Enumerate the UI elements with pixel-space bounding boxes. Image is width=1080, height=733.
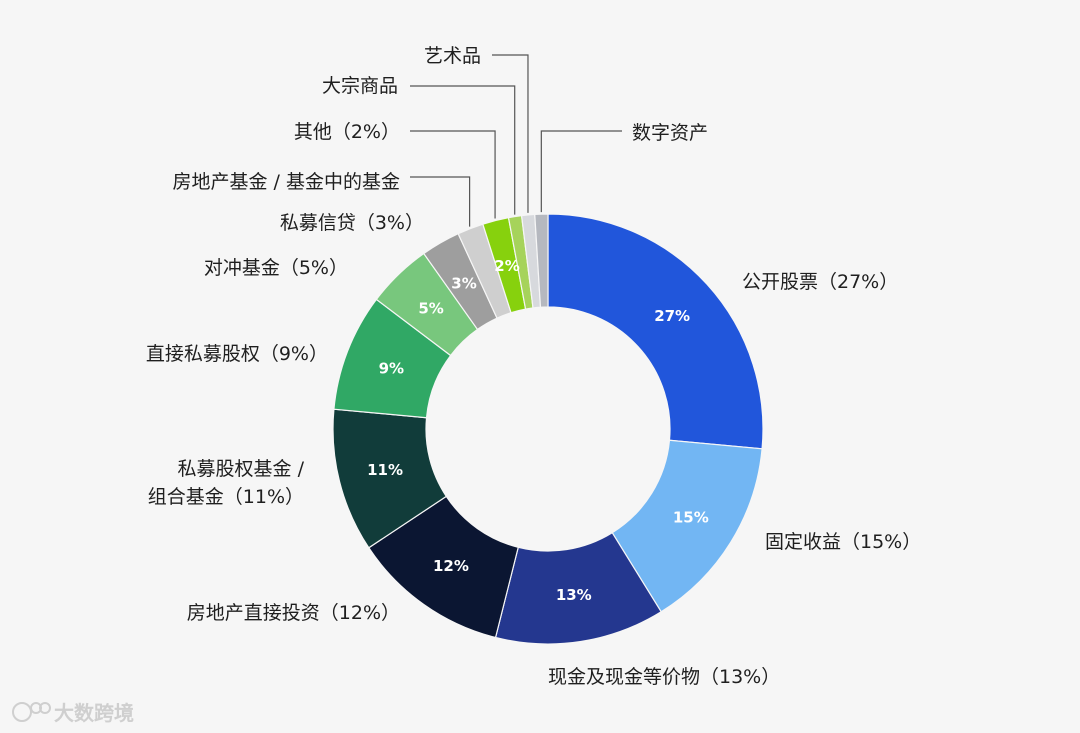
slice-category-label: 私募信贷（3%） bbox=[280, 212, 424, 234]
slice bbox=[534, 213, 549, 308]
leader-line bbox=[410, 176, 471, 227]
slice-value-label: 2% bbox=[494, 257, 519, 275]
category-labels-group: 公开股票（27%） 固定收益（15%） 现金及现金等价物（13%） 房地产直接投资（1… bbox=[146, 45, 921, 688]
slice-category-label: 现金及现金等价物（13%） bbox=[548, 666, 780, 688]
slice bbox=[547, 213, 764, 450]
slice-value-label: 12% bbox=[433, 557, 469, 575]
percent-labels-group: 27% 15% 13% 12% 11% 9% 5% 3% 2% bbox=[367, 257, 709, 604]
slice-category-label: 公开股票（27%） bbox=[742, 271, 898, 293]
slice-category-label: 房地产基金 / 基金中的基金 bbox=[173, 171, 400, 193]
slice-category-label: 私募股权基金 / bbox=[178, 458, 305, 480]
leader-line bbox=[410, 130, 496, 219]
slice-value-label: 13% bbox=[556, 586, 592, 604]
slice-value-label: 3% bbox=[451, 275, 476, 293]
slice-category-label: 直接私募股权（9%） bbox=[146, 343, 328, 365]
slice-category-label: 大宗商品 bbox=[322, 75, 398, 97]
slice-value-label: 27% bbox=[654, 307, 690, 325]
watermark: 大数跨境 bbox=[12, 701, 134, 725]
slice-category-label: 组合基金（11%） bbox=[148, 486, 304, 508]
slice-category-label: 固定收益（15%） bbox=[765, 531, 921, 553]
slice-category-label: 其他（2%） bbox=[294, 121, 400, 143]
slice-value-label: 5% bbox=[418, 299, 443, 317]
leader-line bbox=[410, 85, 516, 215]
slice-category-label: 对冲基金（5%） bbox=[204, 257, 348, 279]
leader-lines-group bbox=[410, 54, 622, 227]
slices-group bbox=[332, 213, 764, 645]
slice-category-label: 艺术品 bbox=[424, 45, 481, 67]
watermark-text: 大数跨境 bbox=[54, 701, 134, 725]
logo-icon bbox=[12, 702, 51, 722]
slice-category-label: 房地产直接投资（12%） bbox=[187, 602, 400, 624]
leader-line bbox=[540, 130, 622, 213]
slice-value-label: 11% bbox=[367, 461, 403, 479]
slice-value-label: 9% bbox=[379, 359, 404, 377]
slice-category-label: 数字资产 bbox=[632, 122, 708, 144]
leader-line bbox=[492, 54, 529, 213]
slice-value-label: 15% bbox=[673, 508, 709, 526]
